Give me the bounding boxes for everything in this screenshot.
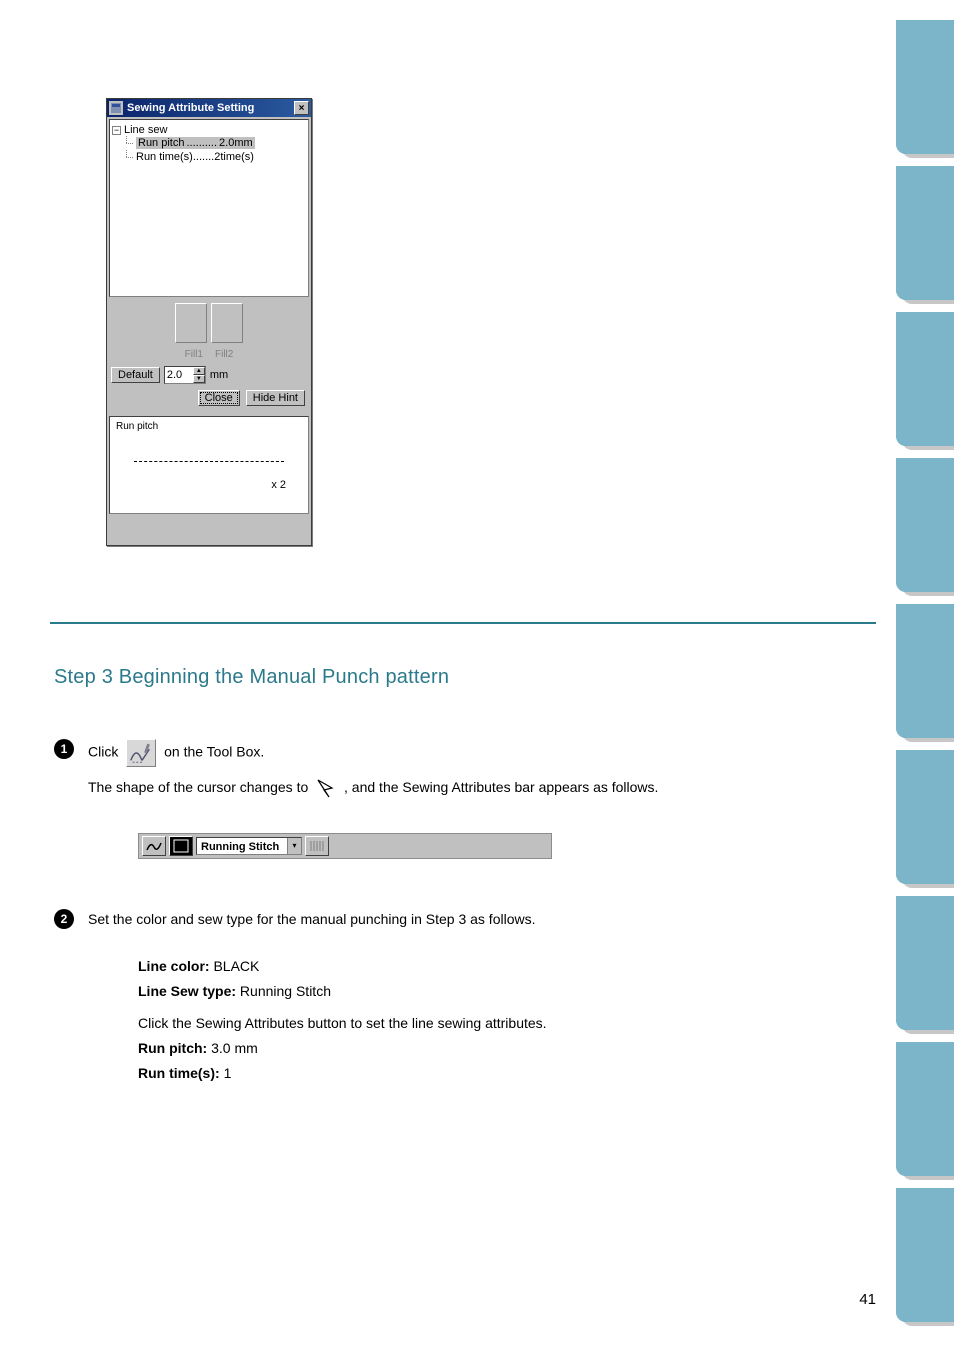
dialog-title: Sewing Attribute Setting <box>127 102 294 114</box>
tree-root[interactable]: − Line sew <box>112 124 306 136</box>
tree-root-label: Line sew <box>124 124 167 136</box>
step-number-badge: 1 <box>54 739 74 759</box>
side-tab <box>896 166 954 300</box>
side-tab <box>896 604 954 738</box>
chevron-down-icon[interactable]: ▾ <box>287 838 301 854</box>
sewing-attributes-toolbar: Running Stitch ▾ <box>138 833 552 859</box>
step1-text-d: , and the Sewing Attributes bar appears … <box>344 779 658 795</box>
hint-title: Run pitch <box>116 421 158 432</box>
stitch-type-dropdown[interactable]: Running Stitch ▾ <box>196 837 302 855</box>
step-2: 2 Set the color and sew type for the man… <box>54 909 868 1086</box>
step2-line4: Click the Sewing Attributes button to se… <box>138 1011 868 1036</box>
step2-line1: Set the color and sew type for the manua… <box>88 909 868 930</box>
side-tab <box>896 20 954 154</box>
line-sew-toggle-icon[interactable] <box>142 836 166 856</box>
dialog-titlebar[interactable]: Sewing Attribute Setting × <box>107 99 311 117</box>
tree-item-run-times[interactable]: Run time(s).......2time(s) <box>126 150 306 164</box>
spinner-up-icon[interactable]: ▲ <box>193 367 205 375</box>
side-tab <box>896 750 954 884</box>
fill2-label: Fill2 <box>215 349 233 360</box>
value-spinner[interactable]: ▲ ▼ <box>164 366 206 384</box>
side-tab <box>896 1042 954 1176</box>
dialog-mid-pane: Fill1 Fill2 Default ▲ ▼ mm Close Hide Hi… <box>107 299 311 414</box>
tree-item-dots: .......... <box>185 137 218 149</box>
attr-label: Line Sew type: <box>138 983 240 999</box>
tree-item-run-pitch[interactable]: Run pitch..........2.0mm <box>126 136 306 150</box>
side-tab-strip <box>896 20 954 1334</box>
close-icon[interactable]: × <box>294 101 309 115</box>
step1-line2: The shape of the cursor changes to , and… <box>88 777 868 799</box>
fill1-label: Fill1 <box>185 349 203 360</box>
collapse-icon[interactable]: − <box>112 126 121 135</box>
attr-label: Run pitch: <box>138 1040 211 1056</box>
tree-item-value: 2time(s) <box>214 151 254 163</box>
hint-pane: Run pitch x 2 <box>109 416 309 514</box>
fill2-preview[interactable] <box>211 303 243 343</box>
sewing-attributes-button-icon[interactable] <box>305 836 329 856</box>
attr-label: Line color: <box>138 958 213 974</box>
attr-run-pitch: Run pitch: 3.0 mm <box>138 1036 868 1061</box>
page-number: 41 <box>0 1291 876 1308</box>
hint-zoom-label: x 2 <box>271 479 286 491</box>
side-tab <box>896 458 954 592</box>
attr-value: 1 <box>224 1065 232 1081</box>
step-1: 1 Click on the Tool Box. The shape of th… <box>54 739 868 859</box>
spinner-down-icon[interactable]: ▼ <box>193 375 205 383</box>
attr-run-times: Run time(s): 1 <box>138 1061 868 1086</box>
step1-text-a: Click <box>88 744 122 760</box>
default-button[interactable]: Default <box>111 367 160 383</box>
sewing-attribute-dialog: Sewing Attribute Setting × − Line sew Ru… <box>106 98 312 546</box>
unit-label: mm <box>210 369 228 381</box>
hide-hint-button[interactable]: Hide Hint <box>246 390 305 406</box>
cursor-icon <box>315 777 337 799</box>
value-input[interactable] <box>165 367 193 383</box>
stitch-type-value: Running Stitch <box>197 838 287 854</box>
side-tab <box>896 312 954 446</box>
attr-label: Run time(s): <box>138 1065 224 1081</box>
tree-item-label: Run time(s) <box>136 151 193 163</box>
section-heading: Step 3 Beginning the Manual Punch patter… <box>54 666 868 689</box>
close-button[interactable]: Close <box>198 390 240 406</box>
attribute-tree[interactable]: − Line sew Run pitch..........2.0mm Run … <box>109 119 309 297</box>
steps-section: Step 3 Beginning the Manual Punch patter… <box>54 666 868 1086</box>
tree-item-value: 2.0mm <box>218 137 254 149</box>
tree-item-dots: ....... <box>193 151 214 163</box>
section-divider <box>50 622 876 624</box>
manual-punch-tool-icon[interactable] <box>126 739 156 767</box>
attr-value: BLACK <box>213 958 259 974</box>
attr-line-color: Line color: BLACK <box>138 954 868 979</box>
hint-stitch-line <box>134 461 284 462</box>
side-tab <box>896 1188 954 1322</box>
dialog-icon <box>109 101 123 115</box>
step1-text-b: on the Tool Box. <box>164 744 264 760</box>
attr-line-sew-type: Line Sew type: Running Stitch <box>138 979 868 1004</box>
attr-value: 3.0 mm <box>211 1040 258 1056</box>
step1-text-c: The shape of the cursor changes to <box>88 779 312 795</box>
attr-value: Running Stitch <box>240 983 331 999</box>
step2-attribute-list: Line color: BLACK Line Sew type: Running… <box>138 954 868 1086</box>
fill1-preview[interactable] <box>175 303 207 343</box>
line-color-swatch[interactable] <box>169 836 193 856</box>
side-tab <box>896 896 954 1030</box>
step1-line1: Click on the Tool Box. <box>88 739 868 767</box>
step-number-badge: 2 <box>54 909 74 929</box>
tree-item-label: Run pitch <box>137 137 185 149</box>
